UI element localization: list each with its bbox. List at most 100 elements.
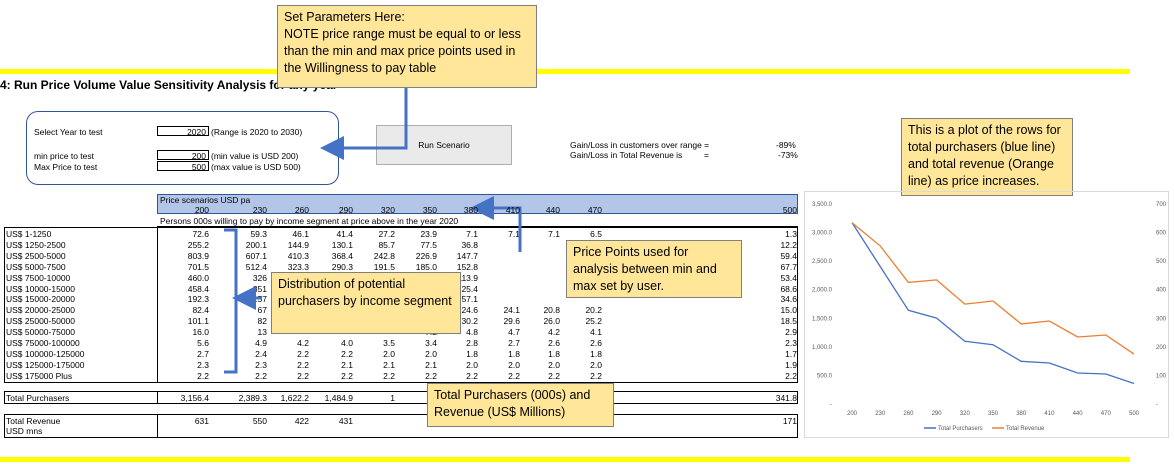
table-cell: 77.5 — [420, 239, 437, 250]
table-cell: 2.0 — [590, 359, 602, 370]
min-price-input[interactable]: 200 — [157, 150, 209, 161]
price-header-cell: 350 — [422, 205, 437, 215]
table-cell: 2.0 — [425, 348, 437, 359]
table-cell: 351 — [252, 283, 267, 294]
y-right-tick-label: - — [1156, 402, 1158, 408]
table-cell: 67.7 — [780, 261, 797, 272]
y-right-tick-label: 600 — [1156, 231, 1167, 237]
price-header-cell: 440 — [545, 205, 560, 215]
table-cell: 152.8 — [456, 261, 478, 272]
sheet-title: 4: Run Price Volume Value Sensitivity An… — [0, 78, 338, 92]
income-table-frame — [4, 227, 798, 383]
label-column-divider — [157, 227, 158, 383]
table-cell: 368.4 — [331, 250, 353, 261]
x-tick-label: 230 — [875, 411, 886, 417]
income-segment-label: US$ 1-1250 — [6, 229, 52, 239]
table-cell: 41.4 — [336, 229, 353, 239]
price-header-cell: 320 — [380, 205, 395, 215]
y-left-tick-label: 1,500.0 — [812, 316, 833, 322]
table-cell: 192.3 — [187, 294, 209, 305]
table-cell: 30.2 — [461, 316, 478, 327]
table-cell: 1.9 — [785, 359, 797, 370]
gain-loss-revenue-value: -73% — [778, 150, 798, 160]
table-cell: 23.9 — [420, 229, 437, 239]
table-cell: 7.1 — [466, 229, 478, 239]
table-cell: 13 — [257, 327, 267, 338]
table-cell: 5.6 — [197, 338, 209, 348]
table-cell: 24.6 — [461, 305, 478, 316]
table-cell: 1.8 — [466, 348, 478, 359]
legend-label: Total Purchasers — [938, 426, 983, 432]
x-tick-label: 440 — [1073, 411, 1084, 417]
table-cell: 2.2 — [341, 348, 353, 359]
table-cell: 2.2 — [197, 370, 209, 381]
table-cell: 2.1 — [341, 359, 353, 370]
total-revenue-divider — [157, 414, 158, 438]
table-cell: 191.5 — [373, 261, 395, 272]
table-cell: 2.3 — [255, 359, 267, 370]
table-cell: 29.6 — [503, 316, 520, 327]
table-cell: 2.2 — [508, 370, 520, 381]
price-header-cell: 200 — [194, 205, 209, 215]
total-purchasers-cell: 1,622.2 — [280, 393, 309, 403]
total-purchasers-cell: 2,389.3 — [238, 393, 267, 403]
income-segment-label: US$ 100000-125000 — [6, 348, 85, 359]
table-cell: 2.9 — [785, 327, 797, 338]
table-cell: 2.0 — [383, 348, 395, 359]
total-revenue-cell: 631 — [194, 416, 209, 426]
total-revenue-cell: 550 — [252, 416, 267, 426]
income-segment-label: US$ 125000-175000 — [6, 359, 85, 370]
total-revenue-cell: 171 — [782, 416, 797, 426]
table-cell: 20.8 — [543, 305, 560, 316]
income-segment-label: US$ 5000-7500 — [6, 261, 66, 272]
x-tick-label: 200 — [847, 411, 858, 417]
table-cell: 72.6 — [192, 229, 209, 239]
total-revenue-unit: USD mns — [6, 426, 43, 436]
y-left-tick-label: 3,500.0 — [812, 202, 833, 208]
table-cell: 255.2 — [187, 239, 209, 250]
table-cell: 2.6 — [548, 338, 560, 348]
table-cell: 27.2 — [378, 229, 395, 239]
y-left-tick-label: - — [830, 402, 832, 408]
run-scenario-label: Run Scenario — [418, 140, 470, 150]
table-cell: 59.4 — [780, 250, 797, 261]
table-cell: 20.2 — [585, 305, 602, 316]
legend-label: Total Revenue — [1006, 426, 1045, 432]
x-tick-label: 260 — [903, 411, 914, 417]
price-header-cell: 410 — [505, 205, 520, 215]
y-left-tick-label: 2,500.0 — [812, 259, 833, 265]
table-cell: 1.3 — [785, 229, 797, 239]
min-price-note: (min value is USD 200) — [211, 151, 299, 161]
table-cell: 2.2 — [255, 370, 267, 381]
income-segment-label: US$ 20000-25000 — [6, 305, 76, 316]
x-tick-label: 320 — [960, 411, 971, 417]
table-cell: 460.0 — [187, 272, 209, 283]
table-cell: 1.7 — [785, 348, 797, 359]
table-cell: 200.1 — [245, 239, 267, 250]
gain-loss-revenue-label: Gain/Loss in Total Revenue is — [570, 150, 683, 160]
table-cell: 4.7 — [508, 327, 520, 338]
table-cell: 2.3 — [197, 359, 209, 370]
income-segment-label: US$ 7500-10000 — [6, 272, 71, 283]
table-cell: 4.0 — [341, 338, 353, 348]
table-cell: 82.4 — [192, 305, 209, 316]
table-cell: 2.2 — [297, 359, 309, 370]
table-cell: 68.6 — [780, 283, 797, 294]
table-cell: 242.8 — [373, 250, 395, 261]
purchasers-revenue-chart: 3,500.0 3,000.0 2,500.0 2,000.0 1,500.0 1,000… — [812, 202, 1167, 432]
year-input[interactable]: 2020 — [157, 126, 209, 137]
year-label: Select Year to test — [34, 127, 103, 137]
run-scenario-button[interactable]: Run Scenario — [376, 125, 512, 165]
table-cell: 46.1 — [292, 229, 309, 239]
table-cell: 4.2 — [297, 338, 309, 348]
total-revenue-frame — [4, 414, 798, 438]
y-left-tick-label: 1,000.0 — [812, 345, 833, 351]
price-header-cell: 380 — [463, 205, 478, 215]
series-line-total-purchasers — [851, 222, 1135, 385]
table-cell: 130.1 — [331, 239, 353, 250]
max-price-input[interactable]: 500 — [157, 161, 209, 172]
y-left-tick-label: 2,000.0 — [812, 288, 833, 294]
table-cell: 1.8 — [548, 348, 560, 359]
y-right-tick-label: 700 — [1156, 202, 1167, 208]
